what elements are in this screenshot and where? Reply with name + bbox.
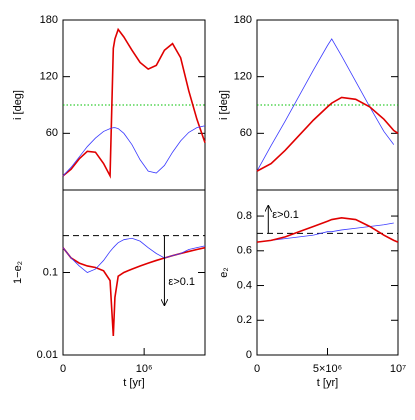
annotation-text: ε>0.1 <box>272 209 299 221</box>
x-tick-label: 0 <box>60 363 66 375</box>
y-tick-label: 0.4 <box>237 279 252 291</box>
x-axis-label: t [yr] <box>123 377 144 389</box>
y-axis-label: 1−e₂ <box>12 261 24 284</box>
panel-frame <box>62 189 206 356</box>
y-tick-label: 0.1 <box>43 266 58 278</box>
x-tick-label: 10⁶ <box>136 363 153 375</box>
x-axis-label: t [yr] <box>317 377 338 389</box>
data-line <box>256 216 399 243</box>
y-tick-label: 0.8 <box>237 210 252 222</box>
data-line <box>62 27 206 179</box>
y-tick-label: 0.6 <box>237 245 252 257</box>
y-tick-label: 180 <box>234 14 252 26</box>
x-tick-label: 0 <box>254 363 260 375</box>
y-tick-label: 120 <box>40 71 58 83</box>
y-tick-label: 120 <box>234 71 252 83</box>
y-tick-label: 0.2 <box>237 314 252 326</box>
y-axis-label: e₂ <box>218 267 230 277</box>
y-tick-label: 0 <box>246 349 252 361</box>
y-axis-label: i [deg] <box>12 90 24 120</box>
annotation-text: ε>0.1 <box>168 276 195 288</box>
data-line <box>62 246 206 337</box>
x-tick-label: 10⁷ <box>390 363 406 375</box>
x-tick-label: 5×10⁶ <box>313 363 342 375</box>
y-tick-label: 60 <box>46 127 58 139</box>
y-tick-label: 0.01 <box>37 349 58 361</box>
data-line <box>62 125 206 177</box>
data-line <box>256 96 399 172</box>
data-line <box>256 222 394 243</box>
y-axis-label: i [deg] <box>218 90 230 120</box>
data-line <box>62 237 206 273</box>
y-tick-label: 180 <box>40 14 58 26</box>
y-tick-label: 60 <box>240 127 252 139</box>
data-line <box>256 38 395 172</box>
